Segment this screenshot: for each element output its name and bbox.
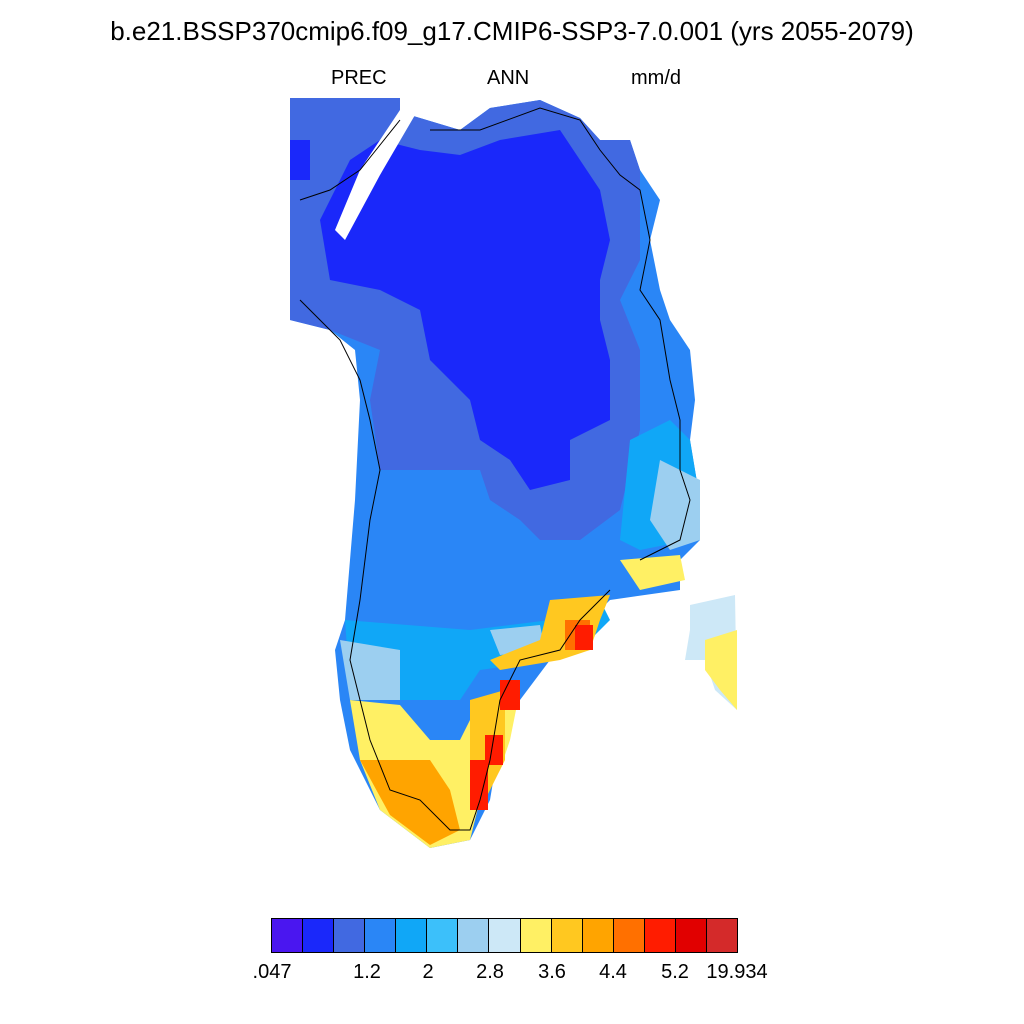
colorbar-box	[613, 919, 645, 952]
colorbar-box	[551, 919, 583, 952]
colorbar-tick-label: .047	[252, 961, 292, 983]
colorbar-tick-label: 5.2	[661, 961, 689, 983]
colorbar-box	[489, 919, 521, 952]
colorbar-tick-label: 19.934	[706, 961, 768, 983]
plot-title: b.e21.BSSP370cmip6.f09_g17.CMIP6-SSP3-7.…	[110, 16, 914, 46]
region-central-core	[320, 130, 610, 490]
colorbar-tick-label: 1.2	[353, 961, 381, 983]
colorbar-box	[365, 919, 397, 952]
variable-label: PREC	[331, 67, 387, 89]
region-southeast-coast	[490, 595, 610, 670]
colorbar-box	[427, 919, 459, 952]
colorbar-box	[582, 919, 614, 952]
colorbar-tick-label: 2.8	[476, 961, 504, 983]
colorbar-box	[675, 919, 707, 952]
colorbar-box	[271, 919, 304, 952]
colorbar-tick-label: 4.4	[599, 961, 627, 983]
colorbar-tick-label: 3.6	[538, 961, 566, 983]
colorbar-box	[706, 919, 738, 952]
colorbar-box	[520, 919, 552, 952]
colorbar-tick-label: 2	[422, 961, 434, 983]
units-label: mm/d	[631, 67, 681, 89]
season-label: ANN	[487, 67, 530, 89]
colorbar	[271, 918, 738, 953]
colorbar-box	[334, 919, 366, 952]
colorbar-box	[303, 919, 335, 952]
colorbar-box	[458, 919, 490, 952]
coastline	[299, 107, 691, 831]
colorbar-box	[396, 919, 428, 952]
colorbar-box	[644, 919, 676, 952]
